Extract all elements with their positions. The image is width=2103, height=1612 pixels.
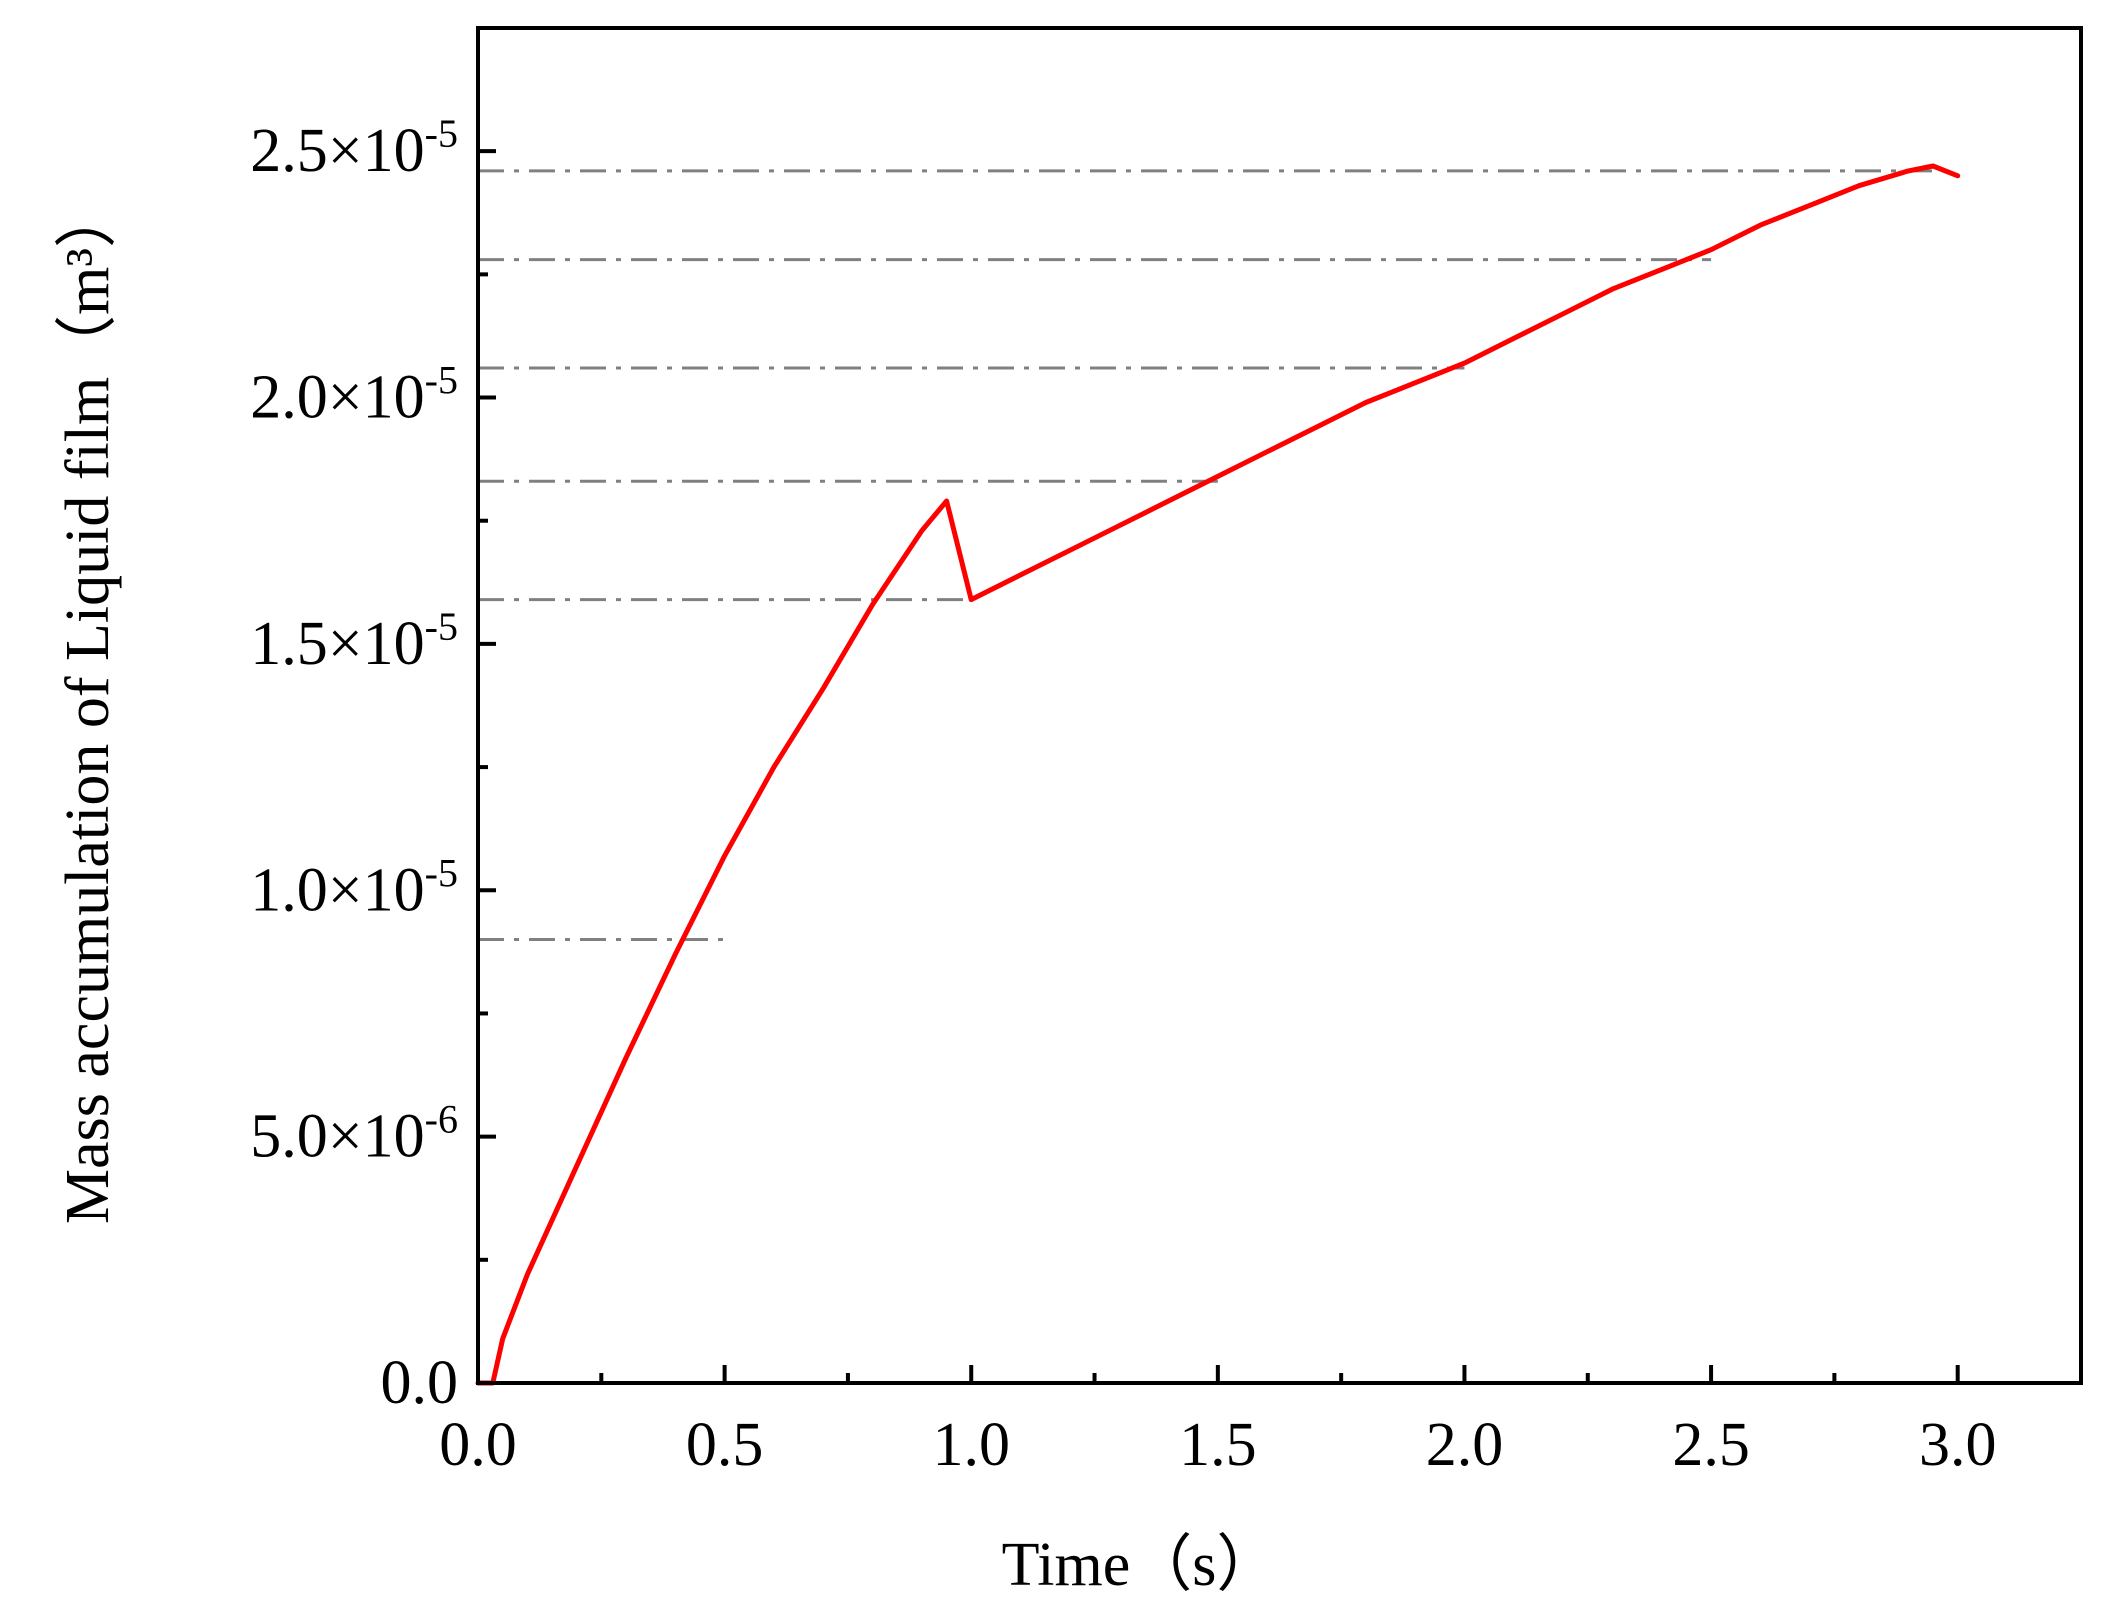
y-tick-label-3: 1.5×10-5	[250, 604, 458, 678]
x-tick-label-4: 2.0	[1426, 1411, 1504, 1479]
y-axis-title: Mass accumulation of Liquid film（m³）	[54, 186, 122, 1224]
x-axis-ticks	[476, 1365, 1960, 1383]
y-tick-mantissa: 1.0×10	[250, 856, 424, 924]
x-tick-label-1: 0.5	[686, 1411, 764, 1479]
x-tick-label-2: 1.0	[932, 1411, 1010, 1479]
x-axis-title: Time（s）	[1002, 1531, 1279, 1599]
y-tick-mantissa: 2.5×10	[250, 117, 424, 185]
x-axis-tick-labels: 0.0 0.5 1.0 1.5 2.0 2.5 3.0	[439, 1411, 1996, 1479]
y-tick-label-5: 2.5×10-5	[250, 111, 458, 185]
y-tick-exponent: -5	[425, 111, 458, 156]
y-tick-mantissa: 2.0×10	[250, 364, 424, 432]
y-tick-label-0: 0.0	[381, 1349, 459, 1417]
y-axis-ticks	[478, 149, 496, 1385]
reference-lines	[478, 169, 1934, 942]
y-tick-label-4: 2.0×10-5	[250, 358, 458, 432]
y-tick-exponent: -6	[425, 1097, 458, 1142]
series-layer	[475, 163, 1961, 1386]
y-axis-tick-labels: 0.05.0×10-61.0×10-51.5×10-52.0×10-52.5×1…	[250, 111, 458, 1417]
x-tick-label-3: 1.5	[1179, 1411, 1257, 1479]
y-tick-label-2: 1.0×10-5	[250, 850, 458, 924]
y-tick-exponent: -5	[425, 358, 458, 403]
series-line-0	[475, 163, 1961, 1386]
y-tick-exponent: -5	[425, 850, 458, 895]
y-tick-exponent: -5	[425, 604, 458, 649]
plot-frame	[476, 26, 2083, 1385]
y-tick-mantissa: 1.5×10	[250, 610, 424, 678]
x-tick-label-6: 3.0	[1919, 1411, 1997, 1479]
y-tick-mantissa: 5.0×10	[250, 1103, 424, 1171]
x-tick-label-0: 0.0	[439, 1411, 517, 1479]
y-tick-mantissa: 0.0	[381, 1349, 459, 1417]
x-tick-label-5: 2.5	[1672, 1411, 1750, 1479]
y-tick-label-1: 5.0×10-6	[250, 1097, 458, 1171]
